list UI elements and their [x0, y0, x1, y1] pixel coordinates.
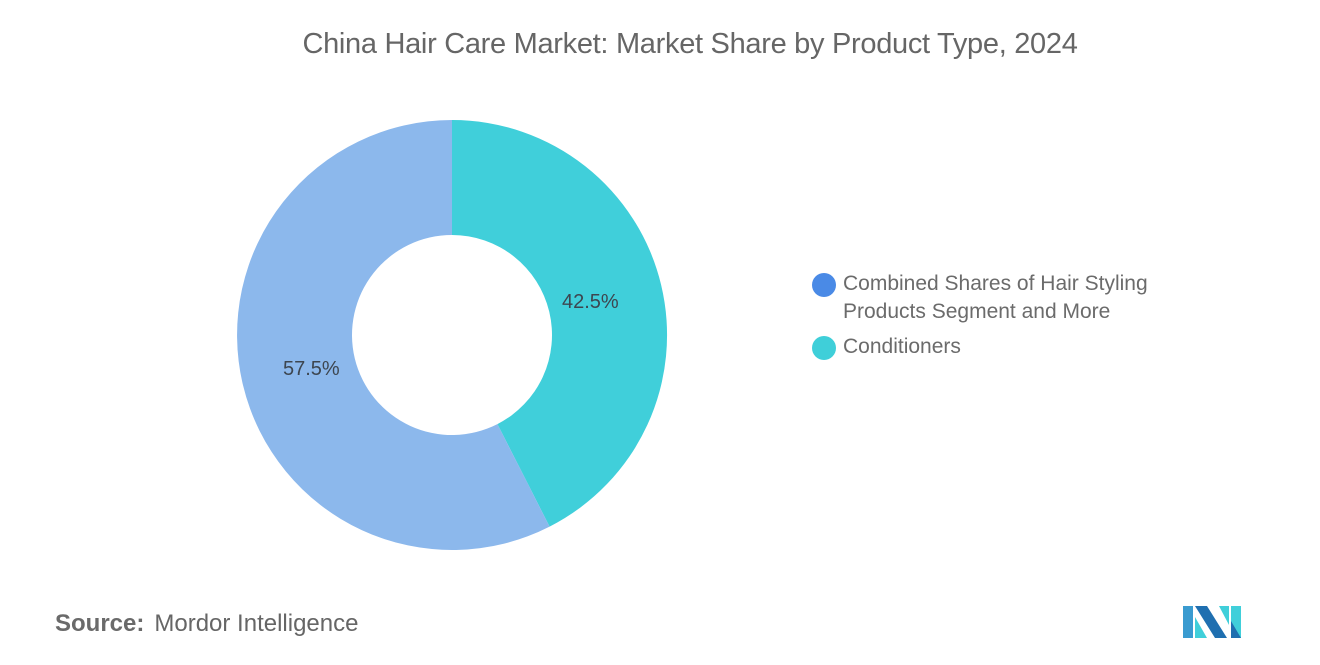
chart-title: China Hair Care Market: Market Share by … — [302, 28, 1078, 60]
legend: Combined Shares of Hair Styling Products… — [812, 270, 1192, 368]
legend-dot-icon — [812, 273, 836, 297]
slice-combined-shares[interactable] — [237, 120, 550, 551]
slice-conditioners[interactable] — [452, 119, 668, 527]
slice-label-conditioners: 42.5% — [562, 291, 619, 313]
legend-label: Combined Shares of Hair Styling Products… — [843, 272, 1148, 323]
slice-label-combined: 57.5% — [283, 358, 340, 380]
legend-item-conditioners[interactable]: Conditioners — [812, 333, 1192, 361]
legend-item-combined-shares[interactable]: Combined Shares of Hair Styling Products… — [812, 270, 1192, 326]
mordor-logo-icon — [1183, 606, 1241, 638]
source-value: Mordor Intelligence — [154, 610, 359, 637]
legend-dot-icon — [812, 336, 836, 360]
source-note: Source: Mordor Intelligence — [55, 610, 358, 638]
source-key: Source: — [55, 610, 145, 637]
legend-label: Conditioners — [843, 335, 961, 358]
